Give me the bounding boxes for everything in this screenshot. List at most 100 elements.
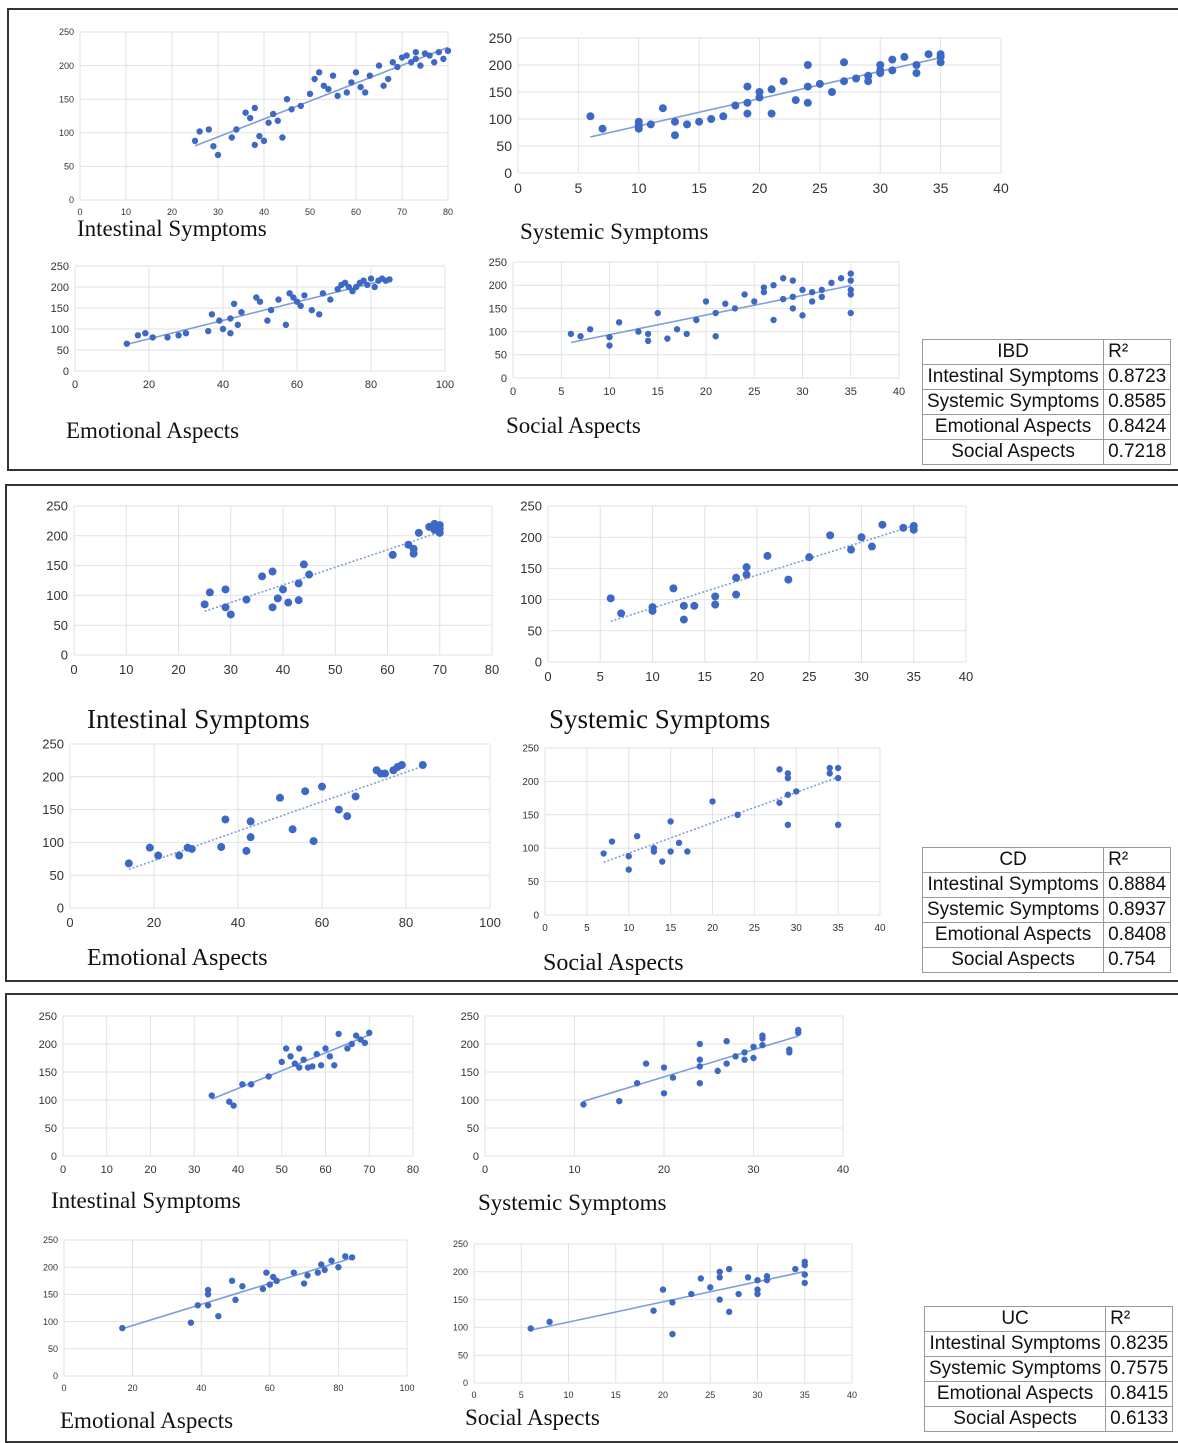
data-point bbox=[664, 335, 671, 342]
cd-emotional-chart: 0 50 100 150 200 250 0 20 40 60 80 100 bbox=[42, 737, 501, 930]
data-point bbox=[210, 143, 217, 150]
data-point bbox=[742, 570, 751, 579]
data-point bbox=[265, 1073, 272, 1080]
data-point bbox=[725, 1308, 733, 1316]
data-point bbox=[751, 298, 758, 305]
grid bbox=[517, 37, 1002, 174]
y-tick-label: 250 bbox=[43, 1235, 58, 1245]
data-point bbox=[264, 317, 271, 324]
x-tick-label: 30 bbox=[213, 207, 223, 217]
y-tick-label: 200 bbox=[51, 282, 69, 294]
data-point bbox=[430, 519, 439, 528]
data-point bbox=[380, 82, 387, 89]
data-point bbox=[586, 112, 595, 121]
y-tick-label: 200 bbox=[46, 528, 68, 543]
y-tick-label: 150 bbox=[489, 84, 513, 100]
data-point bbox=[208, 1092, 215, 1099]
x-tick-label: 80 bbox=[365, 379, 377, 391]
data-point bbox=[750, 1043, 757, 1050]
data-point bbox=[847, 545, 856, 554]
data-point bbox=[242, 109, 249, 116]
data-point bbox=[754, 1276, 761, 1284]
grid bbox=[512, 261, 900, 379]
y-tick-label: 250 bbox=[520, 499, 542, 514]
data-point bbox=[226, 1098, 233, 1105]
y-tick-label: 100 bbox=[43, 1317, 58, 1327]
data-point bbox=[360, 277, 367, 284]
data-point bbox=[284, 598, 293, 607]
data-point bbox=[644, 330, 652, 338]
data-point bbox=[134, 332, 142, 339]
y-tick-label: 200 bbox=[489, 280, 507, 292]
x-tick-label: 0 bbox=[482, 1164, 488, 1176]
data-point bbox=[194, 1302, 201, 1309]
data-point bbox=[293, 298, 301, 305]
y-tick-label: 100 bbox=[42, 835, 64, 850]
data-point bbox=[731, 101, 740, 110]
data-point bbox=[795, 1026, 802, 1034]
data-point bbox=[417, 62, 424, 69]
y-tick-label: 100 bbox=[453, 1323, 468, 1333]
x-tick-label: 35 bbox=[933, 180, 949, 196]
y-tick-label: 150 bbox=[59, 94, 74, 104]
ibd-intestinal-title: Intestinal Symptoms bbox=[77, 216, 267, 241]
data-point bbox=[239, 1283, 246, 1290]
data-point bbox=[282, 1045, 290, 1052]
data-point bbox=[282, 321, 290, 328]
row-label: Systemic Symptoms bbox=[921, 389, 1105, 415]
trendline bbox=[530, 1270, 805, 1331]
data-point bbox=[318, 782, 326, 791]
data-point bbox=[759, 1032, 766, 1039]
data-point bbox=[712, 333, 719, 340]
y-tick-label: 0 bbox=[473, 1151, 479, 1163]
data-point bbox=[294, 579, 303, 588]
data-point bbox=[319, 290, 327, 297]
table-row: Systemic Symptoms 0.8937 bbox=[921, 897, 1172, 923]
data-point bbox=[204, 1286, 212, 1294]
x-tick-label: 30 bbox=[796, 386, 808, 398]
trendline bbox=[590, 56, 941, 138]
data-point bbox=[123, 340, 130, 347]
x-tick-label: 70 bbox=[363, 1164, 375, 1176]
y-tick-label: 50 bbox=[48, 1344, 58, 1354]
data-point bbox=[847, 286, 854, 294]
data-point bbox=[426, 52, 433, 59]
data-point bbox=[191, 137, 199, 145]
x-tick-label: 40 bbox=[874, 923, 886, 934]
data-point bbox=[731, 305, 739, 312]
x-tick-label: 60 bbox=[319, 1164, 331, 1176]
y-tick-label: 250 bbox=[461, 1011, 479, 1023]
data-point bbox=[270, 110, 277, 118]
data-point bbox=[196, 128, 203, 135]
grid bbox=[473, 1243, 853, 1384]
data-point bbox=[888, 66, 897, 75]
data-point bbox=[650, 848, 658, 855]
data-point bbox=[215, 1312, 222, 1320]
y-tick-label: 50 bbox=[495, 350, 507, 362]
row-label: Emotional Aspects bbox=[923, 1381, 1107, 1407]
data-point bbox=[276, 793, 284, 802]
uc-social-chart: 0 50 100 150 200 250 0 5 10 15 20 25 30 35 40 bbox=[453, 1239, 857, 1400]
data-point bbox=[723, 1060, 730, 1067]
data-point bbox=[837, 275, 845, 282]
data-point bbox=[696, 1056, 703, 1063]
y-tick-label: 0 bbox=[69, 195, 74, 205]
data-point bbox=[580, 1101, 587, 1108]
x-tick-label: 80 bbox=[333, 1383, 343, 1393]
y-tick-label: 150 bbox=[522, 810, 539, 821]
data-point bbox=[789, 293, 797, 300]
x-tick-label: 5 bbox=[558, 386, 564, 398]
ibd-social-chart: 0 50 100 150 200 250 0 5 10 15 20 25 30 35 40 bbox=[489, 257, 905, 398]
data-point bbox=[266, 1281, 273, 1288]
data-point bbox=[322, 1045, 329, 1052]
data-point bbox=[799, 312, 806, 319]
x-tick-label: 10 bbox=[603, 386, 615, 398]
data-point bbox=[780, 275, 787, 282]
x-tick-label: 30 bbox=[224, 662, 238, 677]
x-tick-label: 15 bbox=[691, 180, 707, 196]
x-tick-label: 20 bbox=[147, 915, 161, 930]
data-point bbox=[278, 1058, 285, 1066]
data-point bbox=[789, 305, 797, 312]
data-point bbox=[598, 124, 607, 133]
data-point bbox=[936, 50, 945, 59]
